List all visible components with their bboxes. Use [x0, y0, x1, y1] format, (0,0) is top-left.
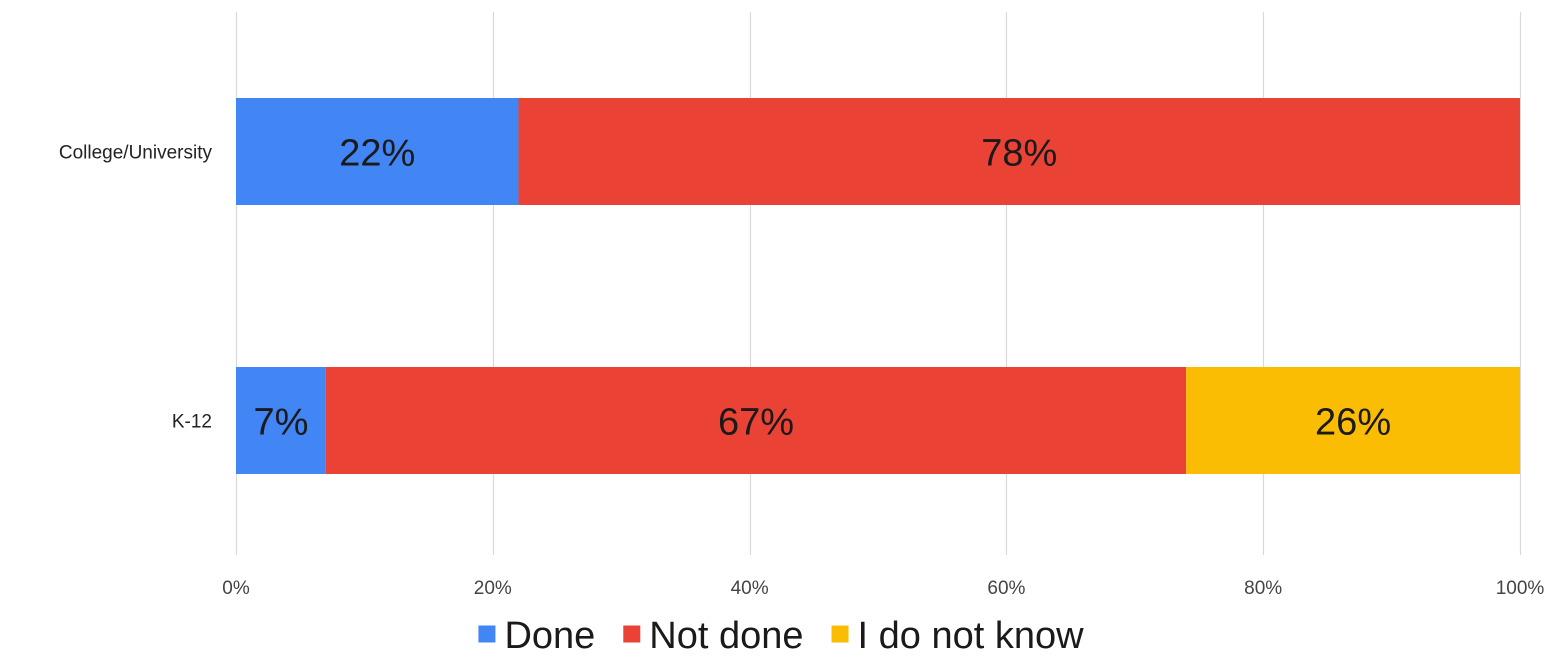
legend-label-not-done: Not done [649, 615, 803, 657]
bar-segment-not-done-0 [518, 98, 1520, 205]
bar-segment-not-done-1 [325, 367, 1187, 474]
legend-swatch-i-do-not-know [831, 625, 849, 643]
legend-item-done: Done [478, 615, 595, 657]
x-tick-label-1: 20% [474, 578, 512, 599]
category-label-1: K-12 [172, 412, 212, 433]
legend-label-done: Done [504, 615, 595, 657]
x-tick-label-3: 60% [987, 578, 1025, 599]
data-label-done-1: 7% [253, 402, 308, 444]
bars: 22% 78% 7% 67% 26% [236, 98, 1520, 474]
legend-swatch-done [478, 625, 496, 643]
x-tick-label-4: 80% [1244, 578, 1282, 599]
x-tick-label-5: 100% [1496, 578, 1545, 599]
bar-segment-done-0 [236, 98, 519, 205]
legend-item-not-done: Not done [623, 615, 804, 657]
data-label-i-do-not-know-1: 26% [1315, 402, 1391, 444]
bar-segment-done-1 [236, 367, 326, 474]
category-label-0: College/University [59, 143, 213, 164]
x-axis-tick-labels: 0% 20% 40% 60% 80% 100% [222, 578, 1544, 599]
x-tick-label-0: 0% [222, 578, 250, 599]
category-labels: College/University K-12 [59, 143, 213, 433]
x-tick-label-2: 40% [731, 578, 769, 599]
legend: Done Not done I do not know [478, 615, 1084, 657]
data-label-not-done-0: 78% [981, 133, 1057, 175]
data-label-not-done-1: 67% [718, 402, 794, 444]
legend-item-i-do-not-know: I do not know [831, 615, 1085, 657]
legend-swatch-not-done [623, 625, 641, 643]
data-label-done-0: 22% [339, 133, 415, 175]
bar-segment-i-do-not-know-1 [1186, 367, 1520, 474]
legend-label-i-do-not-know: I do not know [858, 615, 1085, 657]
